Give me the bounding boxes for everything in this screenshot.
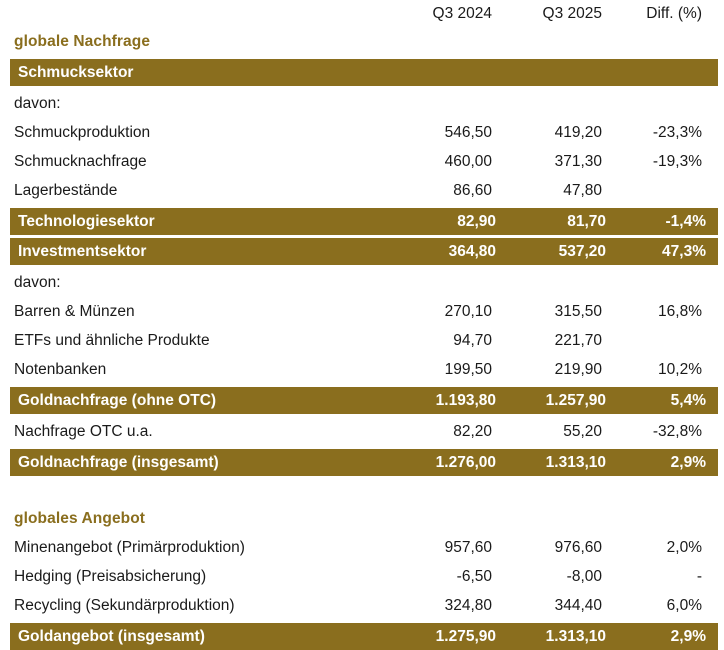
table-row: Minenangebot (Primärproduktion) 957,60 976… — [0, 533, 724, 562]
row-value-diff: 2,9% — [670, 453, 706, 471]
row-value-q3-2025: 55,20 — [563, 422, 602, 440]
row-value-q3-2024: 957,60 — [444, 538, 492, 556]
row-value-q3-2024: 364,80 — [448, 242, 496, 260]
row-label-minenangebot-primarproduktion: Minenangebot (Primärproduktion) — [14, 538, 245, 556]
row-value-diff: -19,3% — [652, 152, 702, 170]
table-row: ETFs und ähnliche Produkte 94,70 221,70 — [0, 326, 724, 355]
row-value-q3-2025: 371,30 — [554, 152, 602, 170]
row-value-q3-2024: 460,00 — [444, 152, 492, 170]
row-label-goldnachfrage-insgesamt: Goldnachfrage (insgesamt) — [18, 453, 219, 471]
row-label-nachfrage-otc-u-a: Nachfrage OTC u.a. — [14, 422, 153, 440]
row-value-q3-2024: 82,90 — [457, 212, 496, 230]
row-label-recycling-sekundarproduktion: Recycling (Sekundärproduktion) — [14, 596, 235, 614]
table-row-highlight: Technologiesektor 82,90 81,70 -1,4% — [10, 208, 718, 235]
table-row: Hedging (Preisabsicherung) -6,50 -8,00 - — [0, 562, 724, 591]
row-value-q3-2024: 86,60 — [453, 181, 492, 199]
row-label-notenbanken: Notenbanken — [14, 360, 107, 378]
table-body: globale Nachfrage Schmucksektor davon: Schm… — [0, 28, 724, 650]
table-row-highlight: Goldnachfrage (insgesamt) 1.276,00 1.313,1… — [10, 449, 718, 476]
row-label-etfs-und-ahnliche-produkte: ETFs und ähnliche Produkte — [14, 331, 210, 349]
row-value-q3-2025: 344,40 — [554, 596, 602, 614]
row-label-technologiesektor: Technologiesektor — [18, 212, 155, 230]
table-header-row: Q3 2024 Q3 2025 Diff. (%) — [0, 0, 724, 28]
row-label-investmentsektor: Investmentsektor — [18, 242, 147, 260]
row-value-q3-2025: 47,80 — [563, 181, 602, 199]
row-value-q3-2024: 94,70 — [453, 331, 492, 349]
table-row-highlight: Investmentsektor 364,80 537,20 47,3% — [10, 238, 718, 265]
row-label-schmuckproduktion: Schmuckproduktion — [14, 123, 151, 141]
row-value-q3-2025: 419,20 — [554, 123, 602, 141]
header-col-q3-2024: Q3 2024 — [432, 5, 492, 22]
table-row: davon: — [0, 89, 724, 118]
row-value-q3-2025: 315,50 — [554, 302, 602, 320]
row-value-q3-2025: -8,00 — [566, 567, 602, 585]
table-row-highlight: Goldangebot (insgesamt) 1.275,90 1.313,10 2… — [10, 623, 718, 650]
table-row-highlight: Goldnachfrage (ohne OTC) 1.193,80 1.257,90… — [10, 387, 718, 414]
table-row-highlight: Schmucksektor — [10, 59, 718, 86]
section-gap — [0, 479, 724, 505]
row-value-q3-2025: 221,70 — [554, 331, 602, 349]
row-value-q3-2024: 1.275,90 — [435, 627, 496, 645]
row-label-goldangebot-insgesamt: Goldangebot (insgesamt) — [18, 627, 205, 645]
row-value-q3-2025: 219,90 — [554, 360, 602, 378]
row-value-diff: 16,8% — [658, 302, 702, 320]
table-row: Schmuckproduktion 546,50 419,20 -23,3% — [0, 118, 724, 147]
table-row: Barren & Münzen 270,10 315,50 16,8% — [0, 297, 724, 326]
row-value-diff: 2,9% — [670, 627, 706, 645]
row-value-diff: 6,0% — [666, 596, 702, 614]
row-value-q3-2024: 270,10 — [444, 302, 492, 320]
row-value-diff: 47,3% — [662, 242, 706, 260]
row-value-q3-2025: 81,70 — [567, 212, 606, 230]
row-value-q3-2025: 976,60 — [554, 538, 602, 556]
row-label-barren-munzen: Barren & Münzen — [14, 302, 135, 320]
section-title-globales-angebot: globales Angebot — [14, 510, 146, 527]
row-value-q3-2024: 1.193,80 — [435, 391, 496, 409]
row-value-diff: - — [696, 567, 702, 585]
row-value-q3-2024: 546,50 — [444, 123, 492, 141]
row-value-diff: 2,0% — [666, 538, 702, 556]
table-row: Schmucknachfrage 460,00 371,30 -19,3% — [0, 147, 724, 176]
table-row: Recycling (Sekundärproduktion) 324,80 344,… — [0, 591, 724, 620]
section-title-globale-nachfrage: globale Nachfrage — [14, 33, 151, 50]
row-label-schmucknachfrage: Schmucknachfrage — [14, 152, 147, 170]
row-value-q3-2025: 1.313,10 — [545, 453, 606, 471]
row-value-diff: -23,3% — [652, 123, 702, 141]
row-value-diff: 5,4% — [670, 391, 706, 409]
row-value-diff: -1,4% — [665, 212, 707, 230]
row-label-lagerbestande: Lagerbestände — [14, 181, 118, 199]
table-row: davon: — [0, 268, 724, 297]
row-value-diff: 10,2% — [658, 360, 702, 378]
row-value-q3-2025: 537,20 — [558, 242, 606, 260]
row-value-q3-2024: 324,80 — [444, 596, 492, 614]
row-label-hedging-preisabsicherung: Hedging (Preisabsicherung) — [14, 567, 207, 585]
table-row: Nachfrage OTC u.a. 82,20 55,20 -32,8% — [0, 417, 724, 446]
table-row: Notenbanken 199,50 219,90 10,2% — [0, 355, 724, 384]
row-label-davon: davon: — [14, 94, 61, 112]
row-value-q3-2025: 1.257,90 — [545, 391, 606, 409]
row-label-schmucksektor: Schmucksektor — [18, 63, 134, 81]
row-value-q3-2024: 1.276,00 — [435, 453, 496, 471]
row-value-diff: -32,8% — [652, 422, 702, 440]
row-value-q3-2024: -6,50 — [456, 567, 492, 585]
header-col-diff: Diff. (%) — [646, 5, 702, 22]
table-row: Lagerbestände 86,60 47,80 — [0, 176, 724, 205]
row-label-davon: davon: — [14, 273, 61, 291]
row-label-goldnachfrage-ohne-otc: Goldnachfrage (ohne OTC) — [18, 391, 217, 409]
row-value-q3-2024: 199,50 — [444, 360, 492, 378]
header-col-q3-2025: Q3 2025 — [542, 5, 602, 22]
row-value-q3-2024: 82,20 — [453, 422, 492, 440]
row-value-q3-2025: 1.313,10 — [545, 627, 606, 645]
